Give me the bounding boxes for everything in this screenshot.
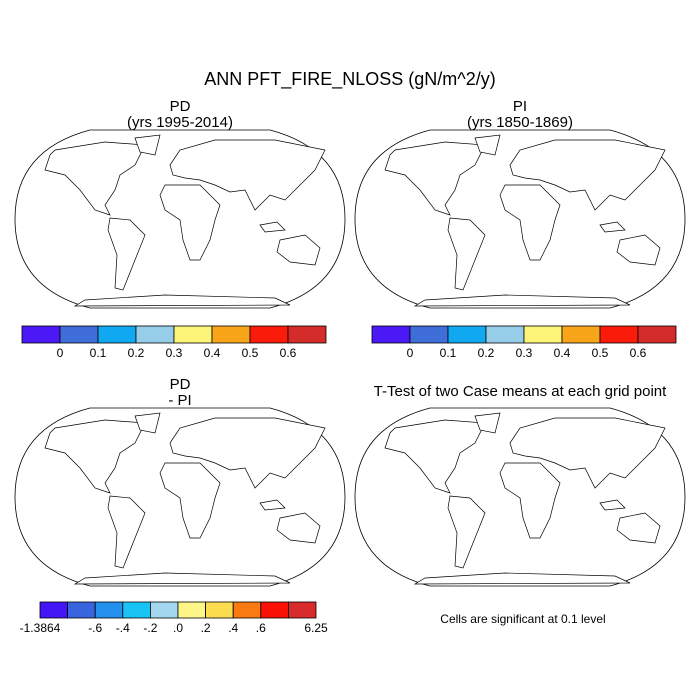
colorbar-label: 0.3 <box>166 346 183 360</box>
panel-title: PD <box>170 376 191 393</box>
colorbar-label: .4 <box>228 621 238 635</box>
colorbar-box <box>67 601 96 619</box>
colorbar-label: 0.4 <box>204 346 221 360</box>
colorbar-label: 0.3 <box>516 346 533 360</box>
colorbar-box <box>135 325 175 344</box>
panel-title: PI <box>513 98 527 115</box>
colorbar-box <box>177 601 207 619</box>
colorbar-box <box>287 325 327 344</box>
world-map <box>354 407 686 587</box>
colorbar-label: 0 <box>57 346 64 360</box>
colorbar-label: 0.6 <box>630 346 647 360</box>
world-map <box>14 407 346 587</box>
panel-subtitle: (yrs 1995-2014) <box>127 114 233 131</box>
colorbar-label: 0.1 <box>440 346 457 360</box>
colorbar-box <box>205 601 234 619</box>
colorbar-label: .0 <box>173 621 183 635</box>
colorbar-box <box>211 325 251 344</box>
colorbar-label: -.6 <box>88 621 102 635</box>
colorbar-box <box>371 325 411 344</box>
colorbar-label: 0.2 <box>128 346 145 360</box>
colorbar-box <box>523 325 563 344</box>
colorbar-box <box>287 601 317 619</box>
colorbar-label: 6.25 <box>304 621 328 635</box>
colorbar-label: .6 <box>256 621 266 635</box>
colorbar-box <box>447 325 487 344</box>
colorbar-label: 0.6 <box>280 346 297 360</box>
colorbar-box <box>173 325 213 344</box>
panel-note: Cells are significant at 0.1 level <box>440 612 605 626</box>
colorbar-box <box>59 325 99 344</box>
colorbar-box <box>249 325 289 344</box>
colorbar-label: -.2 <box>143 621 157 635</box>
panel-subtitle: (yrs 1850-1869) <box>467 114 573 131</box>
colorbar-label: .2 <box>201 621 211 635</box>
colorbar-box <box>561 325 601 344</box>
colorbar-box <box>637 325 677 344</box>
colorbar-box <box>485 325 525 344</box>
colorbar-box <box>599 325 639 344</box>
colorbar-label: 0.4 <box>554 346 571 360</box>
world-map <box>354 129 686 309</box>
colorbar-box <box>149 601 179 619</box>
panel-subtitle: - PI <box>168 392 191 409</box>
colorbar-box <box>260 601 289 619</box>
colorbar-box <box>39 601 69 619</box>
colorbar-box <box>232 601 262 619</box>
panel-title: PD <box>170 98 191 115</box>
colorbar-box <box>122 601 151 619</box>
colorbar-label: -1.3864 <box>20 621 61 635</box>
colorbar-box <box>97 325 137 344</box>
colorbar-label: 0.5 <box>242 346 259 360</box>
colorbar-box <box>94 601 124 619</box>
world-map <box>14 129 346 309</box>
colorbar-box <box>409 325 449 344</box>
figure-title: ANN PFT_FIRE_NLOSS (gN/m^2/y) <box>204 69 496 90</box>
colorbar-label: 0 <box>407 346 414 360</box>
panel-title: T-Test of two Case means at each grid po… <box>374 383 667 400</box>
colorbar-label: 0.2 <box>478 346 495 360</box>
colorbar-label: 0.5 <box>592 346 609 360</box>
colorbar-box <box>21 325 61 344</box>
colorbar-label: -.4 <box>116 621 130 635</box>
colorbar-label: 0.1 <box>90 346 107 360</box>
